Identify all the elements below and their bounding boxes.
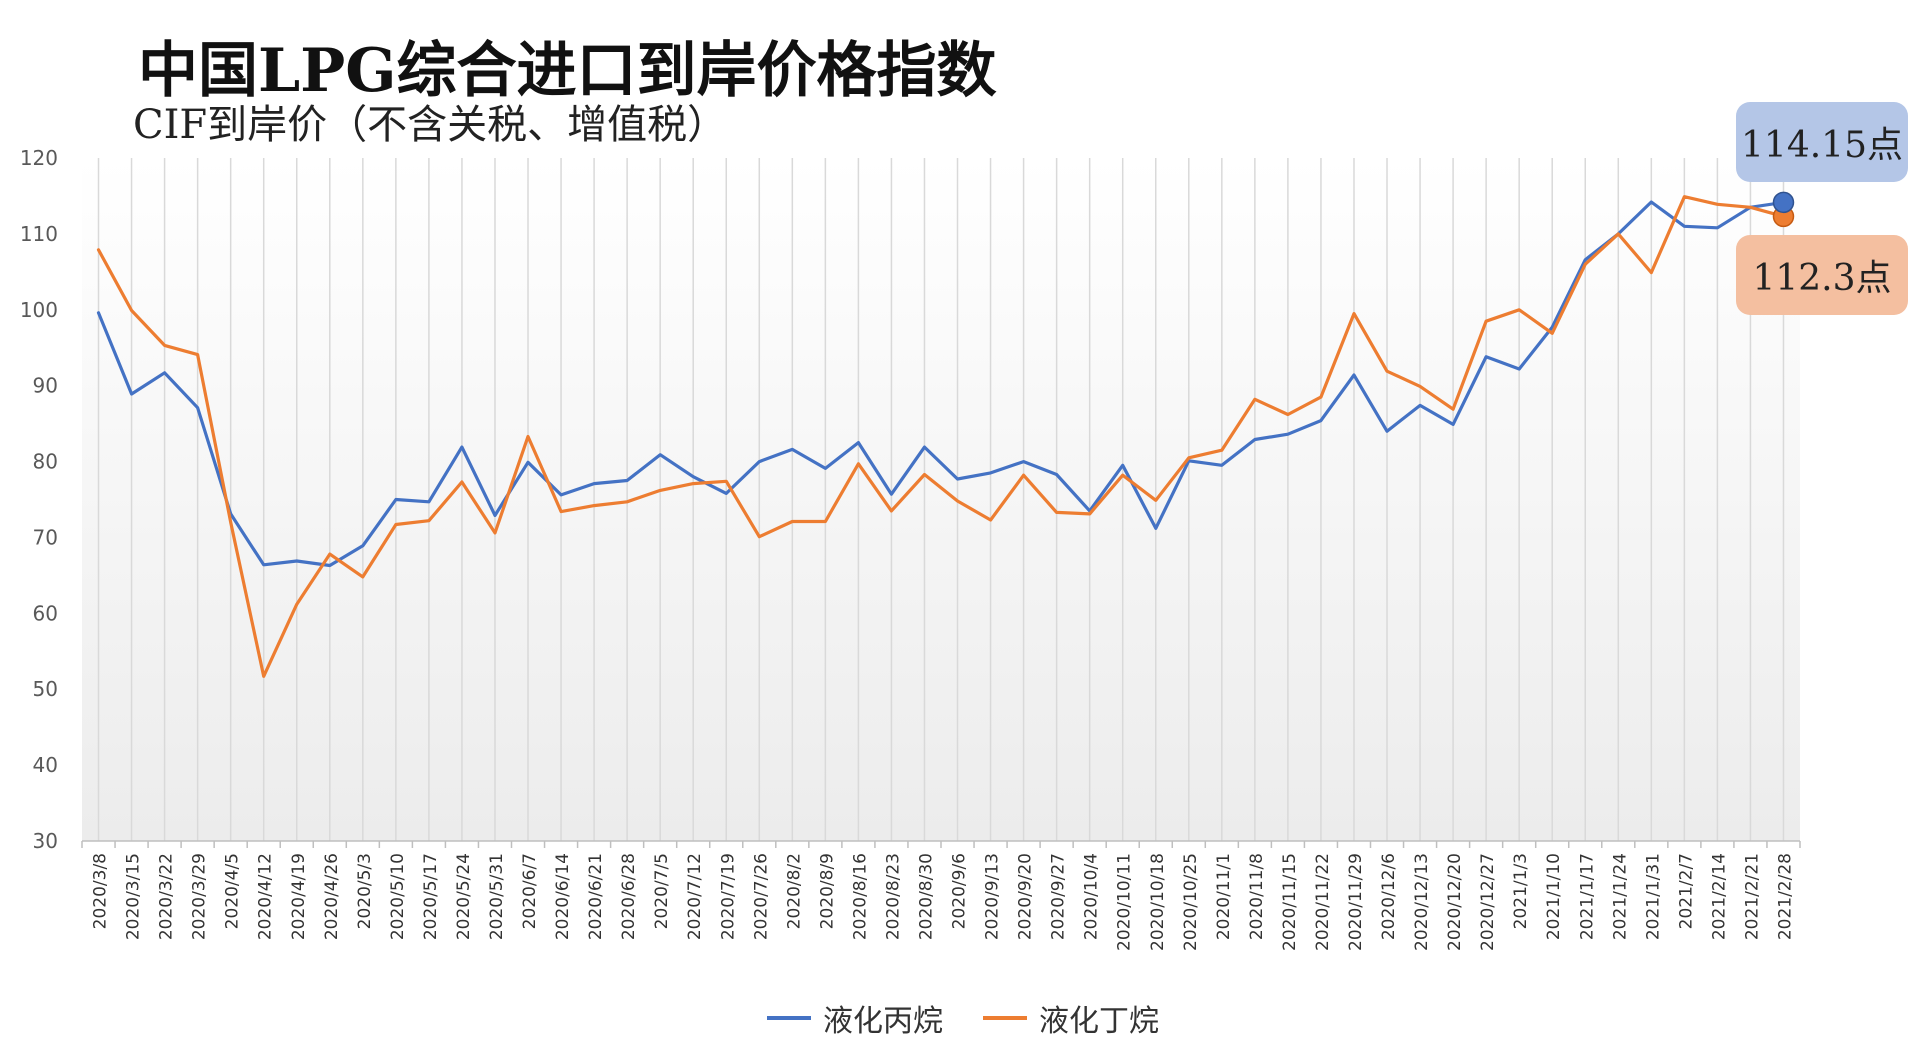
legend-item-propane[interactable]: 液化丙烷 — [767, 996, 943, 1040]
x-tick-label: 2021/1/24 — [1610, 853, 1630, 940]
end-marker-propane — [1772, 191, 1795, 214]
x-tick-label: 2020/5/24 — [454, 853, 474, 940]
y-tick-label: 30 — [33, 829, 58, 853]
chart-title: 中国LPG综合进口到岸价格指数 — [138, 36, 997, 106]
y-tick-label: 50 — [33, 677, 58, 701]
x-tick-label: 2021/1/17 — [1577, 853, 1597, 940]
x-tick-label: 2020/8/2 — [784, 853, 804, 929]
x-tick-label: 2021/2/28 — [1775, 853, 1795, 940]
x-tick-label: 2020/8/23 — [883, 853, 903, 940]
x-tick-label: 2020/10/18 — [1148, 853, 1168, 951]
y-tick-label: 120 — [20, 146, 58, 170]
x-tick-label: 2021/1/10 — [1544, 853, 1564, 940]
legend-label-butane: 液化丁烷 — [1039, 1004, 1159, 1039]
x-tick-label: 2020/3/8 — [91, 853, 111, 929]
x-tick-label: 2020/10/4 — [1082, 853, 1102, 940]
x-tick-label: 2021/2/14 — [1709, 853, 1729, 940]
plot-background — [82, 158, 1800, 841]
x-tick-label: 2020/5/3 — [355, 853, 375, 929]
x-tick-label: 2020/11/29 — [1346, 853, 1366, 951]
series-line-propane — [96, 200, 1786, 568]
x-tick-label: 2021/2/21 — [1742, 853, 1762, 940]
end-markers — [1772, 191, 1795, 228]
x-tick-label: 2020/4/19 — [289, 853, 309, 940]
x-tick-label: 2020/12/6 — [1379, 853, 1399, 940]
x-tick-label: 2020/12/27 — [1478, 853, 1498, 951]
gridlines — [97, 158, 1785, 841]
x-tick-label: 2020/7/12 — [685, 853, 705, 940]
y-tick-label: 60 — [33, 601, 58, 625]
legend-swatch-butane — [983, 1016, 1027, 1020]
callout-propane: 114.15点 — [1736, 102, 1908, 182]
series-line-butane — [96, 195, 1786, 678]
x-tick-label: 2020/8/9 — [817, 853, 837, 929]
x-tick-label: 2020/7/5 — [652, 853, 672, 929]
x-tick-label: 2021/2/7 — [1676, 853, 1696, 929]
y-tick-label: 100 — [20, 298, 58, 322]
legend-item-butane[interactable]: 液化丁烷 — [983, 996, 1159, 1040]
x-tick-label: 2020/4/5 — [223, 853, 243, 929]
x-tick-label: 2020/8/16 — [850, 853, 870, 940]
x-tick-label: 2020/8/30 — [916, 853, 936, 940]
x-tick-label: 2021/1/3 — [1511, 853, 1531, 929]
y-tick-label: 110 — [20, 222, 58, 246]
x-tick-label: 2020/9/27 — [1049, 853, 1069, 940]
x-tick-label: 2020/6/7 — [520, 853, 540, 929]
callout-butane: 112.3点 — [1736, 235, 1908, 315]
x-tick-label: 2020/4/12 — [256, 853, 276, 940]
x-tick-label: 2020/11/8 — [1247, 853, 1267, 940]
x-tick-label: 2020/12/20 — [1445, 853, 1465, 951]
legend-swatch-propane — [767, 1016, 811, 1020]
series-lines — [96, 195, 1786, 678]
y-tick-label: 90 — [33, 374, 58, 398]
axes: 30 40 50 60 70 80 90 100 110 120 2020/3/8 2020/3/15… — [20, 146, 1801, 951]
legend-label-propane: 液化丙烷 — [823, 1004, 943, 1039]
chart-subtitle: CIF到岸价（不含关税、增值税） — [133, 102, 728, 148]
x-tick-label: 2020/3/29 — [190, 853, 210, 940]
x-tick-label: 2020/6/21 — [586, 853, 606, 940]
y-tick-label: 80 — [33, 450, 58, 474]
x-tick-label: 2020/7/26 — [751, 853, 771, 940]
x-tick-label: 2020/5/10 — [388, 853, 408, 940]
x-tick-label: 2020/4/26 — [322, 853, 342, 940]
x-tick-label: 2020/9/13 — [983, 853, 1003, 940]
x-tick-label: 2020/5/17 — [421, 853, 441, 940]
x-tick-label: 2020/10/11 — [1115, 853, 1135, 951]
x-tick-label: 2020/5/31 — [487, 853, 507, 940]
y-tick-label: 40 — [33, 753, 58, 777]
x-tick-label: 2020/7/19 — [718, 853, 738, 940]
y-tick-label: 70 — [33, 525, 58, 549]
x-tick-label: 2020/6/14 — [553, 853, 573, 940]
x-tick-label: 2020/11/22 — [1313, 853, 1333, 951]
x-tick-label: 2021/1/31 — [1643, 853, 1663, 940]
legend: 液化丙烷 液化丁烷 — [0, 996, 1926, 1040]
x-tick-label: 2020/12/13 — [1412, 853, 1432, 951]
x-tick-label: 2020/9/6 — [950, 853, 970, 929]
x-tick-label: 2020/6/28 — [619, 853, 639, 940]
x-tick-label: 2020/9/20 — [1016, 853, 1036, 940]
x-tick-label: 2020/11/15 — [1280, 853, 1300, 951]
x-tick-label: 2020/11/1 — [1214, 853, 1234, 940]
x-tick-label: 2020/3/22 — [157, 853, 177, 940]
x-tick-label: 2020/3/15 — [124, 853, 144, 940]
x-tick-label: 2020/10/25 — [1181, 853, 1201, 951]
